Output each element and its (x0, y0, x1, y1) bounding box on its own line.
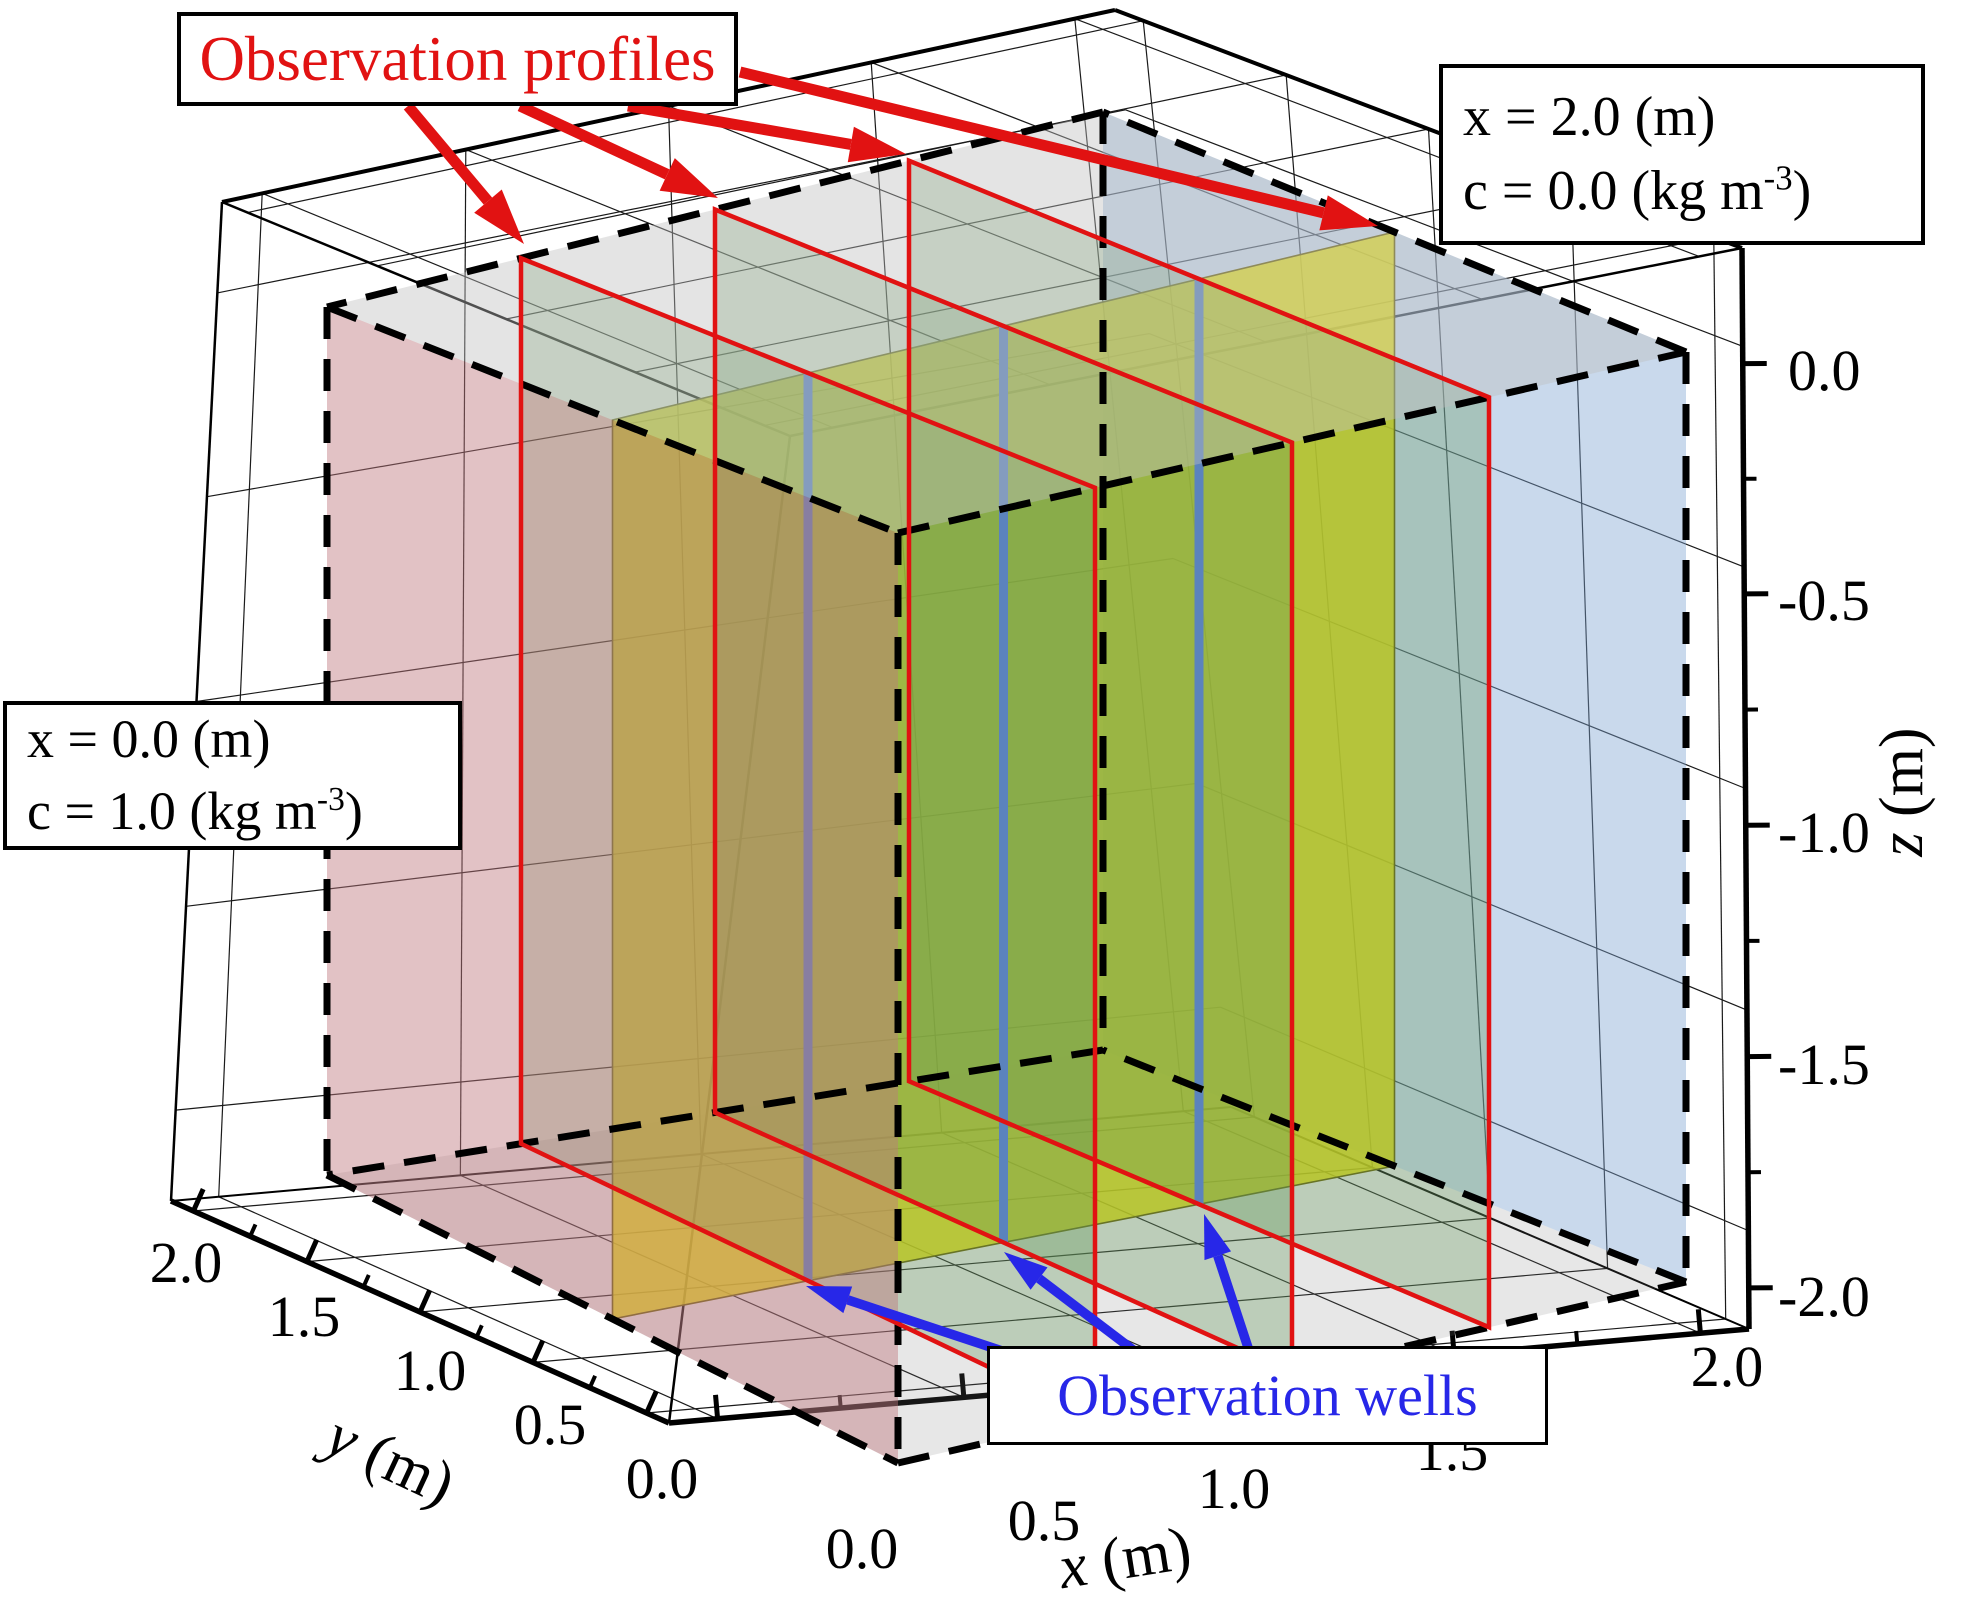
domain-cube-edge-3 (326, 108, 1104, 311)
y-tick-minor (587, 1375, 597, 1389)
domain-cube-edge-6 (1101, 1046, 1688, 1286)
profile-arrow-2-head (847, 126, 906, 163)
x-tick-label-1: 0.5 (1008, 1488, 1081, 1553)
x-tick-label-2: 1.0 (1198, 1456, 1271, 1521)
domain-cube-edge-2 (1101, 108, 1688, 356)
x-tick-major (959, 1373, 967, 1398)
y-tick-label-0: 2.0 (150, 1230, 223, 1295)
y-tick-label-2: 1.0 (394, 1338, 467, 1403)
z-tick-label-0: 0.0 (1788, 338, 1861, 403)
profile-arrow-0-shaft (403, 102, 493, 205)
y-tick-major (191, 1188, 206, 1213)
observation-wells-text: Observation wells (1057, 1363, 1478, 1428)
grid-floor-y (419, 1217, 1491, 1313)
y-tick-minor (248, 1223, 258, 1238)
x-tick-major (713, 1394, 721, 1419)
z-tick-label-2: -1.0 (1778, 800, 1870, 865)
boundary-condition-x2-label: x = 2.0 (m) c = 0.0 (kg m-3) (1439, 64, 1925, 245)
x-tick-minor (1574, 1330, 1580, 1345)
outer-edge-top-frontleft (221, 200, 791, 438)
y-tick-minor (361, 1274, 371, 1288)
bc-right-line2: c = 0.0 (kg m-3) (1463, 157, 1812, 222)
x-tick-label-4: 2.0 (1691, 1334, 1764, 1399)
boundary-plane-x0 (327, 307, 898, 1463)
bc-left-line1: x = 0.0 (m) (27, 709, 271, 770)
y-tick-major (417, 1289, 433, 1314)
observation-wells-label: Observation wells (987, 1346, 1548, 1445)
grid-right-v (1713, 237, 1727, 1320)
z-tick-label-1: -0.5 (1778, 568, 1870, 633)
x-tick-minor (837, 1394, 843, 1409)
z-axis-title: z (m) (1868, 727, 1936, 857)
z-tick-label-4: -2.0 (1778, 1264, 1870, 1329)
y-tick-label-4: 0.0 (626, 1446, 699, 1511)
grid-backleft-v (218, 193, 263, 1197)
profile-arrow-2-shaft (627, 100, 852, 150)
x-tick-label-0: 0.0 (826, 1516, 899, 1581)
grid-right-v (1570, 183, 1609, 1269)
grid-floor-y (532, 1267, 1608, 1363)
grid-right-v (1427, 128, 1491, 1219)
domain-cube-edge-1 (897, 348, 1687, 537)
x-tick-major (1695, 1309, 1703, 1334)
x-axis-title: x (m) (1053, 1514, 1196, 1602)
y-tick-label-1: 1.5 (268, 1284, 341, 1349)
well-arrow-1-head (1004, 1252, 1048, 1290)
grid-top-x (261, 192, 834, 429)
grid-backleft-v (459, 149, 467, 1176)
well-arrow-2-head (1204, 1214, 1232, 1261)
well-arrow-0-head (806, 1286, 853, 1314)
profile-arrow-1-head (659, 158, 718, 198)
y-tick-major (304, 1238, 320, 1263)
profile-arrow-1-shaft (517, 101, 670, 180)
profile-arrow-0-head (474, 189, 524, 244)
y-tick-major (644, 1390, 659, 1415)
z-axis-line (1739, 247, 1752, 1330)
y-tick-major (530, 1339, 546, 1364)
profile-outline-1.5 (906, 157, 1492, 1331)
profile-arrow-3-shaft (738, 66, 1325, 219)
y-tick-minor (474, 1324, 484, 1339)
domain-cube-edge-4 (325, 1171, 900, 1467)
profile-arrow-3-head (1319, 195, 1378, 231)
z-tick-label-3: -1.5 (1778, 1032, 1870, 1097)
bc-right-line1: x = 2.0 (m) (1463, 85, 1716, 148)
observation-profiles-label: Observation profiles (177, 12, 738, 106)
observation-profiles-text: Observation profiles (199, 23, 716, 94)
boundary-condition-x0-label: x = 0.0 (m) c = 1.0 (kg m-3) (3, 701, 462, 850)
bc-left-line2: c = 1.0 (kg m-3) (27, 780, 363, 841)
outer-edge-top-backleft (221, 8, 1116, 204)
y-axis-title: y (m) (311, 1399, 465, 1519)
y-tick-label-3: 0.5 (514, 1392, 587, 1457)
